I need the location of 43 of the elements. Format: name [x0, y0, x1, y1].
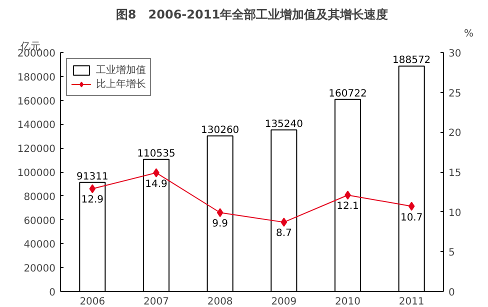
y2-axis-title: %	[464, 28, 474, 40]
x-tick-label: 2007	[144, 296, 169, 307]
legend-label: 比上年增长	[96, 78, 146, 91]
data-label: 9.9	[212, 218, 228, 230]
legend-label: 工业增加值	[96, 64, 146, 77]
x-tick-label: 2008	[207, 296, 233, 307]
y2-tick-label: 10	[448, 208, 462, 219]
chart-title: 图8 2006-2011年全部工业增加值及其增长速度	[116, 8, 388, 22]
y-tick-label: 160000	[17, 96, 56, 108]
data-label: 10.7	[400, 212, 423, 224]
point	[408, 202, 415, 211]
y-tick-label: 100000	[17, 168, 56, 179]
y2-tick-label: 30	[448, 48, 462, 60]
y-tick-label: 80000	[24, 192, 56, 203]
y-tick-label: 0	[49, 288, 56, 298]
data-label: 14.9	[145, 178, 168, 190]
y2-tick-label: 5	[448, 248, 455, 259]
data-label: 135240	[264, 118, 304, 130]
y2-tick-label: 15	[448, 168, 462, 179]
y2-tick-label: 20	[448, 128, 462, 140]
x-tick-label: 2010	[335, 296, 360, 307]
y2-tick-label: 25	[448, 88, 462, 100]
x-tick-label: 2009	[271, 296, 297, 307]
y-tick-label: 40000	[24, 240, 56, 251]
y-tick-label: 140000	[17, 120, 56, 132]
point	[216, 208, 224, 218]
y-tick-label: 120000	[17, 144, 56, 156]
x-tick-label: 2011	[398, 296, 424, 307]
data-label: 12.1	[336, 201, 359, 212]
data-label: 160722	[328, 88, 367, 100]
point	[280, 218, 288, 227]
point	[89, 184, 96, 194]
y-tick-label: 60000	[24, 216, 56, 227]
x-tick-label: 2006	[80, 296, 106, 307]
data-label: 91311	[76, 171, 108, 182]
data-label: 110535	[137, 148, 176, 160]
y-tick-label: 180000	[17, 72, 56, 84]
data-label: 8.7	[276, 228, 292, 240]
y2-tick-label: 0	[448, 288, 455, 298]
data-label: 130260	[200, 124, 240, 136]
y-tick-label: 20000	[24, 264, 56, 275]
data-label: 12.9	[81, 194, 104, 206]
data-label: 188572	[392, 55, 431, 66]
